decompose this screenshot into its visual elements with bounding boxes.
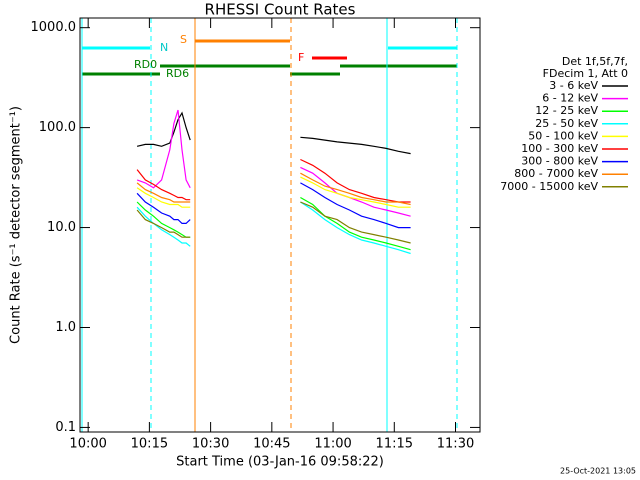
y-tick-label: 0.1 (55, 420, 76, 435)
legend-label: 25 - 50 keV (535, 117, 598, 130)
annotation-label: N (160, 41, 168, 54)
series-line (136, 176, 411, 208)
series-line (136, 201, 411, 244)
y-tick-label: 100.0 (39, 120, 76, 135)
x-tick-label: 11:00 (314, 437, 351, 452)
y-axis-label: Count Rate (s⁻¹ detector segment⁻¹) (9, 106, 24, 344)
legend-header: Det 1f,5f,7f, (562, 55, 628, 68)
series-line (136, 172, 411, 206)
chart-title: RHESSI Count Rates (205, 1, 356, 19)
legend-label: 6 - 12 keV (542, 92, 598, 105)
legend-label: 3 - 6 keV (549, 79, 598, 92)
legend-label: 50 - 100 keV (528, 129, 598, 142)
x-tick-label: 10:15 (131, 437, 168, 452)
x-axis-label: Start Time (03-Jan-16 09:58:22) (176, 455, 384, 470)
annotation-vlines (81, 18, 458, 432)
y-tick-label: 10.0 (47, 220, 76, 235)
x-tick-label: 10:30 (192, 437, 229, 452)
series-line (136, 109, 411, 217)
annotation-label: F (298, 51, 304, 64)
y-tick-label: 1000.0 (31, 20, 77, 35)
legend-label: 800 - 7000 keV (514, 167, 598, 180)
y-tick-label: 1.0 (55, 320, 76, 335)
series-line (136, 196, 411, 251)
annotation-shapes (82, 39, 457, 76)
x-tick-label: 11:15 (376, 437, 413, 452)
footer: 25-Oct-2021 13:05 (560, 467, 636, 476)
x-tick-label: 10:45 (253, 437, 290, 452)
x-tick-label: 10:00 (69, 437, 106, 452)
legend-label: 12 - 25 keV (535, 104, 598, 117)
series-line (136, 182, 411, 229)
x-tick-label: 11:30 (437, 437, 474, 452)
plot-frame (79, 17, 481, 433)
annotation-label: RD0 (134, 58, 157, 71)
annotation-label: S (180, 33, 187, 46)
legend-label: 7000 - 15000 keV (500, 180, 598, 193)
series-line (136, 201, 411, 255)
annotation-label: RD6 (166, 67, 189, 80)
legend-label: 300 - 800 keV (521, 155, 598, 168)
series-line (136, 158, 411, 203)
legend-header: FDecim 1, Att 0 (543, 67, 628, 80)
legend-label: 100 - 300 keV (521, 142, 598, 155)
